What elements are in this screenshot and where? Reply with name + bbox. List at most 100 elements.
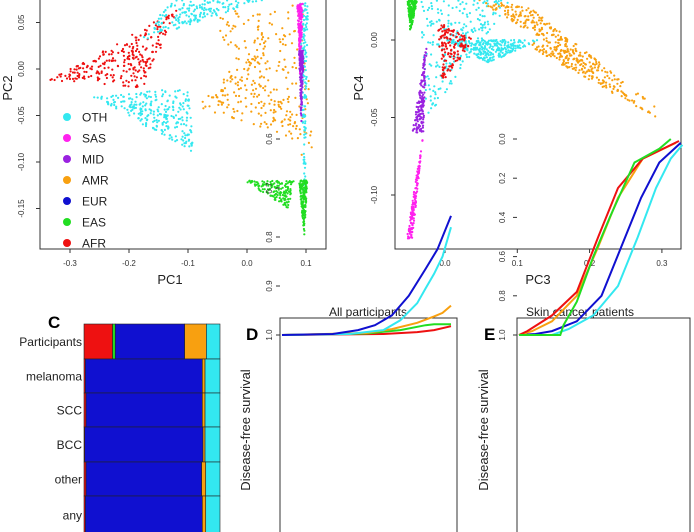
point-oth <box>304 53 307 56</box>
y-tick-label: -0.10 <box>370 185 379 204</box>
point-afr <box>131 56 134 60</box>
point-oth <box>185 14 188 17</box>
point-oth <box>436 43 439 46</box>
point-oth <box>428 63 431 66</box>
point-mid <box>300 53 303 56</box>
point-sas <box>418 161 421 164</box>
point-oth <box>161 130 164 133</box>
point-amr <box>259 70 262 73</box>
point-oth <box>475 8 478 11</box>
point-afr <box>136 44 139 47</box>
point-amr <box>277 64 280 67</box>
point-oth <box>144 124 148 128</box>
point-amr <box>575 57 578 60</box>
point-mid <box>300 114 303 117</box>
point-eas <box>300 197 303 201</box>
point-afr <box>463 50 466 53</box>
point-eas <box>302 220 305 223</box>
point-amr <box>262 41 266 45</box>
point-amr <box>261 36 265 39</box>
point-amr <box>515 13 518 16</box>
point-mid <box>423 61 426 64</box>
point-afr <box>134 79 137 82</box>
point-oth <box>503 53 506 57</box>
point-oth <box>430 107 433 110</box>
point-afr <box>131 33 134 36</box>
point-mid <box>423 70 426 74</box>
point-amr <box>531 13 534 17</box>
point-amr <box>517 15 520 18</box>
point-amr <box>538 50 541 53</box>
point-eas <box>303 233 306 236</box>
point-eas <box>287 198 290 201</box>
point-oth <box>133 103 136 106</box>
point-amr <box>554 35 557 38</box>
point-oth <box>174 140 177 143</box>
legend-item-eas: EAS <box>63 216 106 230</box>
point-amr <box>572 44 575 48</box>
point-oth <box>185 124 188 127</box>
point-amr <box>266 60 269 63</box>
bar-segment-eur <box>84 426 204 463</box>
point-amr <box>287 95 290 98</box>
point-afr <box>135 41 138 45</box>
point-amr <box>538 30 541 33</box>
point-amr <box>530 21 533 24</box>
point-afr <box>127 81 130 84</box>
point-afr <box>103 67 106 70</box>
point-oth <box>153 116 156 119</box>
point-oth <box>131 98 134 101</box>
point-amr <box>535 21 538 24</box>
point-amr <box>581 71 585 74</box>
point-oth <box>232 7 235 11</box>
point-oth <box>178 15 181 19</box>
point-oth <box>424 97 427 100</box>
legend-label: EAS <box>82 216 106 230</box>
point-oth <box>183 132 186 135</box>
point-mid <box>300 98 303 101</box>
point-afr <box>450 48 453 51</box>
y-tick-label: 0.6 <box>498 250 507 262</box>
point-amr <box>537 45 540 48</box>
point-eas <box>277 188 280 191</box>
point-amr <box>235 57 238 60</box>
point-amr <box>529 10 533 13</box>
point-afr <box>142 67 145 70</box>
point-eas <box>305 191 308 194</box>
point-amr <box>513 15 516 18</box>
point-amr <box>547 41 550 44</box>
point-oth <box>460 28 463 31</box>
point-oth <box>302 14 305 17</box>
point-amr <box>229 76 232 79</box>
point-eas <box>253 180 256 183</box>
point-eas <box>303 229 306 232</box>
point-mid <box>298 59 301 62</box>
point-eas <box>409 9 412 12</box>
point-oth <box>157 24 160 27</box>
point-oth <box>166 6 169 9</box>
point-afr <box>459 38 463 41</box>
point-amr <box>554 41 557 44</box>
point-oth <box>196 19 199 22</box>
point-oth <box>192 3 195 7</box>
point-amr <box>599 82 602 85</box>
point-oth <box>305 25 308 29</box>
point-amr <box>495 7 498 10</box>
point-oth <box>303 160 306 163</box>
point-oth <box>180 138 183 141</box>
point-oth <box>181 7 184 10</box>
point-amr <box>551 50 554 53</box>
point-amr <box>234 76 237 79</box>
point-amr <box>285 110 289 113</box>
point-oth <box>497 52 501 55</box>
point-afr <box>128 45 131 48</box>
point-oth <box>128 114 131 117</box>
point-oth <box>495 49 498 52</box>
point-afr <box>129 63 132 66</box>
point-afr <box>452 30 455 33</box>
point-afr <box>116 64 119 67</box>
point-oth <box>211 12 214 15</box>
point-amr <box>552 52 555 55</box>
point-afr <box>441 41 444 44</box>
